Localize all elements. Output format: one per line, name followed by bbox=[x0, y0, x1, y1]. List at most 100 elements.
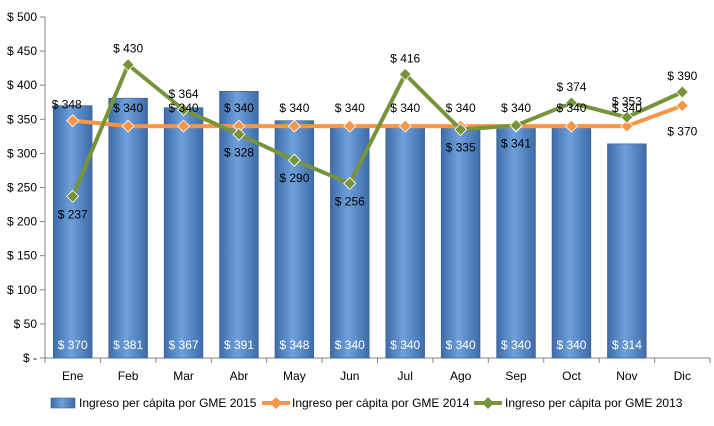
bar bbox=[385, 125, 425, 359]
series-2014-data-label: $ 348 bbox=[52, 98, 82, 112]
line-series bbox=[66, 58, 689, 203]
x-tick-label: Dic bbox=[674, 369, 691, 383]
legend-label-2013: Ingreso per cápita por GME 2013 bbox=[505, 396, 683, 410]
series-2013-data-label: $ 256 bbox=[335, 194, 365, 208]
series-2013-data-label: $ 374 bbox=[556, 80, 586, 94]
bar-data-label: $ 340 bbox=[390, 338, 420, 352]
x-tick-label: Jun bbox=[340, 369, 359, 383]
y-tick-label: $ 450 bbox=[7, 44, 37, 58]
bar bbox=[53, 105, 93, 359]
series-2014-data-label: $ 340 bbox=[279, 101, 309, 115]
y-tick-label: $ 350 bbox=[7, 112, 37, 126]
series-2014-data-label: $ 340 bbox=[501, 101, 531, 115]
legend-marker-2014 bbox=[270, 397, 282, 409]
y-tick-label: $ 200 bbox=[7, 215, 37, 229]
legend-label-2014: Ingreso per cápita por GME 2014 bbox=[292, 396, 470, 410]
bar-data-label: $ 348 bbox=[279, 338, 309, 352]
bar bbox=[108, 97, 148, 359]
series-2013-marker bbox=[398, 67, 412, 81]
bar bbox=[551, 125, 592, 359]
series-2014-data-label: $ 340 bbox=[224, 101, 254, 115]
bar-series bbox=[53, 91, 647, 359]
series-2014-data-label: $ 370 bbox=[667, 125, 697, 139]
y-tick-label: $ 100 bbox=[7, 283, 37, 297]
series-2013-data-label: $ 430 bbox=[113, 42, 143, 56]
y-tick-label: $ 500 bbox=[7, 10, 37, 24]
series-2014-marker bbox=[176, 119, 191, 133]
series-2013-marker bbox=[232, 127, 246, 141]
x-tick-label: Nov bbox=[616, 369, 637, 383]
series-2013-marker bbox=[509, 118, 523, 133]
bar-data-label: $ 340 bbox=[335, 338, 365, 352]
series-2013-data-label: $ 328 bbox=[224, 145, 254, 159]
x-tick-label: Ago bbox=[450, 369, 472, 383]
series-2013-marker bbox=[66, 189, 80, 203]
bar bbox=[330, 125, 370, 359]
series-2013-marker bbox=[454, 122, 468, 137]
axes: $ - $ 50 $ 100 $ 150 $ 200 $ 250 $ 300 $ 350 $ 4… bbox=[7, 10, 711, 383]
series-2013-data-label: $ 237 bbox=[58, 207, 88, 221]
bar-data-label: $ 367 bbox=[169, 338, 199, 352]
series-2014-marker bbox=[398, 119, 412, 133]
series-2014-data-label: $ 340 bbox=[113, 101, 143, 115]
series-2013-marker bbox=[620, 110, 634, 124]
bar bbox=[607, 143, 647, 359]
bar-data-label: $ 370 bbox=[58, 338, 88, 352]
series-2013-marker bbox=[675, 85, 689, 99]
bar-data-label: $ 340 bbox=[446, 338, 476, 352]
series-2013-marker bbox=[176, 103, 191, 117]
legend-swatch-2015 bbox=[50, 397, 76, 409]
series-2013-line bbox=[70, 62, 684, 198]
series-2014-data-label: $ 340 bbox=[612, 101, 642, 115]
legend: Ingreso per cápita por GME 2015 Ingreso p… bbox=[50, 396, 683, 410]
y-tick-label: $ 150 bbox=[7, 249, 37, 263]
x-tick-label: Sep bbox=[505, 369, 527, 383]
bar-data-label: $ 340 bbox=[556, 338, 586, 352]
series-2013-data-label: $ 390 bbox=[667, 69, 697, 83]
y-tick-label: $ - bbox=[23, 351, 37, 365]
series-2013-marker bbox=[287, 153, 301, 167]
legend-label-2015: Ingreso per cápita por GME 2015 bbox=[79, 396, 257, 410]
x-tick-label: Oct bbox=[562, 369, 581, 383]
series-2014-marker bbox=[343, 119, 357, 133]
series-2013-data-label: $ 290 bbox=[279, 171, 309, 185]
bar bbox=[163, 107, 204, 359]
bar bbox=[440, 125, 481, 359]
x-tick-label: Abr bbox=[230, 369, 249, 383]
y-tick-label: $ 50 bbox=[14, 317, 38, 331]
x-tick-label: Mar bbox=[173, 369, 194, 383]
series-2014-marker bbox=[620, 119, 634, 133]
series-2014-data-label: $ 340 bbox=[169, 101, 199, 115]
series-2013-data-label: $ 341 bbox=[501, 136, 531, 150]
series-2014-marker bbox=[287, 119, 301, 133]
series-2013-marker bbox=[564, 96, 579, 110]
bar-data-label: $ 391 bbox=[224, 338, 254, 352]
series-2013-marker bbox=[121, 58, 135, 72]
bar-data-label: $ 381 bbox=[113, 338, 143, 352]
series-2014-marker bbox=[66, 114, 80, 128]
data-labels: $ 370 $ 381 $ 367 $ 391 $ 348 $ 340 $ 340 $ 340… bbox=[52, 42, 698, 352]
series-2013-data-label: $ 416 bbox=[390, 51, 420, 65]
legend-marker-2013 bbox=[482, 397, 494, 409]
series-2013-data-label: $ 364 bbox=[169, 87, 199, 101]
x-tick-label: May bbox=[283, 369, 306, 383]
x-tick-label: Ene bbox=[62, 369, 84, 383]
x-tick-label: Jul bbox=[398, 369, 413, 383]
series-2013-data-label: $ 335 bbox=[446, 141, 476, 155]
bar-data-label: $ 340 bbox=[501, 338, 531, 352]
series-2014-data-label: $ 340 bbox=[556, 101, 586, 115]
series-2013-data-label: $ 353 bbox=[612, 94, 642, 108]
y-tick-label: $ 300 bbox=[7, 146, 37, 160]
bar-data-label: $ 314 bbox=[612, 338, 642, 352]
series-2014-marker bbox=[564, 119, 579, 133]
y-tick-label: $ 250 bbox=[7, 181, 37, 195]
series-2014-marker bbox=[121, 119, 135, 133]
series-2014-data-label: $ 340 bbox=[335, 101, 365, 115]
x-tick-label: Feb bbox=[118, 369, 139, 383]
series-2014-data-label: $ 340 bbox=[390, 101, 420, 115]
series-2014-marker bbox=[675, 99, 689, 113]
series-2014-data-label: $ 340 bbox=[446, 101, 476, 115]
y-tick-label: $ 400 bbox=[7, 78, 37, 92]
